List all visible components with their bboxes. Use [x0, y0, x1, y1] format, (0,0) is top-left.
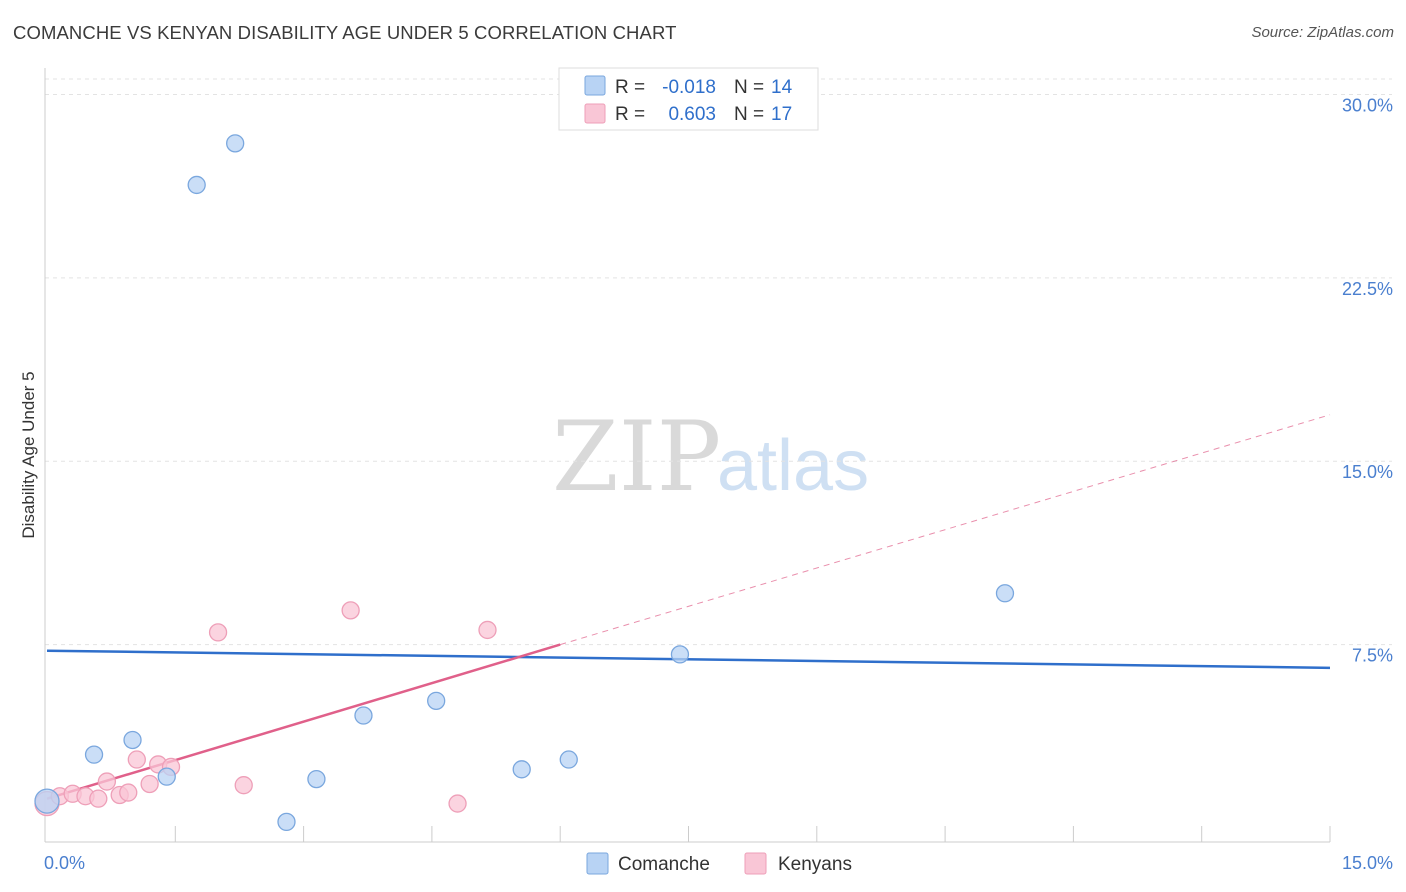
- y-axis-title: Disability Age Under 5: [19, 371, 38, 538]
- data-point-comanche[interactable]: [307, 769, 326, 789]
- data-point-comanche[interactable]: [84, 745, 104, 764]
- data-point-kenyans[interactable]: [208, 623, 228, 642]
- legend-r-value-comanche: -0.018: [662, 77, 716, 98]
- series-legend-label-kenyans[interactable]: Kenyans: [778, 854, 852, 875]
- series-legend-swatch-comanche[interactable]: [586, 852, 609, 875]
- correlation-legend: R = -0.018 N = 14 R = 0.603 N = 17: [558, 67, 819, 131]
- source-label: Source: ZipAtlas.com: [1251, 24, 1394, 41]
- data-point-comanche[interactable]: [427, 691, 446, 711]
- legend-n-value-kenyans: 17: [771, 104, 792, 125]
- data-point-kenyans[interactable]: [127, 750, 146, 769]
- trend-line-kenyans: [46, 643, 561, 800]
- watermark-zip-text: ZIP: [552, 401, 721, 513]
- data-point-kenyans[interactable]: [341, 601, 360, 620]
- data-point-comanche[interactable]: [187, 175, 206, 195]
- y-tick-label: 22.5%: [1342, 279, 1393, 299]
- data-point-comanche[interactable]: [512, 760, 531, 779]
- y-tick-label: 7.5%: [1352, 646, 1393, 666]
- data-point-comanche[interactable]: [34, 788, 60, 814]
- legend-r-value-kenyans: 0.603: [668, 104, 716, 125]
- data-point-kenyans[interactable]: [97, 772, 117, 791]
- data-point-kenyans[interactable]: [119, 783, 138, 802]
- legend-swatch-comanche: [584, 75, 606, 96]
- data-point-comanche[interactable]: [559, 750, 578, 769]
- legend-n-label-kenyans: N =: [734, 104, 764, 125]
- legend-n-label-comanche: N =: [734, 77, 764, 98]
- series-legend-label-comanche[interactable]: Comanche: [618, 854, 710, 875]
- data-point-comanche[interactable]: [157, 767, 176, 786]
- data-point-comanche[interactable]: [354, 706, 373, 725]
- data-points: [34, 134, 1015, 832]
- series-legend[interactable]: Comanche Kenyans: [586, 852, 852, 875]
- legend-n-value-comanche: 14: [771, 77, 793, 98]
- trend-extension-kenyans: [560, 414, 1331, 646]
- gridlines: [45, 78, 1392, 646]
- data-point-kenyans[interactable]: [448, 794, 467, 813]
- data-point-kenyans[interactable]: [140, 774, 159, 794]
- series-legend-swatch-kenyans[interactable]: [744, 852, 767, 875]
- data-point-kenyans[interactable]: [478, 620, 497, 640]
- data-point-comanche[interactable]: [670, 645, 690, 664]
- x-tick-label-min: 0.0%: [44, 853, 85, 873]
- legend-swatch-kenyans: [584, 103, 606, 124]
- data-point-comanche[interactable]: [277, 812, 296, 832]
- data-point-comanche[interactable]: [226, 134, 245, 153]
- y-tick-label: 30.0%: [1342, 95, 1393, 115]
- data-point-comanche[interactable]: [995, 584, 1015, 603]
- chart-title: COMANCHE VS KENYAN DISABILITY AGE UNDER …: [13, 22, 677, 43]
- trend-line-comanche: [46, 649, 1331, 670]
- data-point-comanche[interactable]: [123, 730, 142, 750]
- data-point-kenyans[interactable]: [89, 789, 108, 808]
- x-tick-label-max: 15.0%: [1342, 853, 1393, 873]
- legend-r-label-kenyans: R =: [615, 104, 645, 125]
- y-axis-tick-labels: 7.5% 15.0% 22.5% 30.0%: [1342, 95, 1393, 665]
- y-tick-label: 15.0%: [1342, 462, 1393, 482]
- trend-lines: [46, 414, 1331, 800]
- watermark-atlas-text: atlas: [717, 426, 869, 506]
- legend-r-label-comanche: R =: [615, 77, 645, 98]
- data-point-kenyans[interactable]: [234, 776, 253, 795]
- axes: [44, 68, 1330, 843]
- x-axis-ticks: [174, 826, 1331, 842]
- watermark: ZIP atlas: [552, 401, 869, 513]
